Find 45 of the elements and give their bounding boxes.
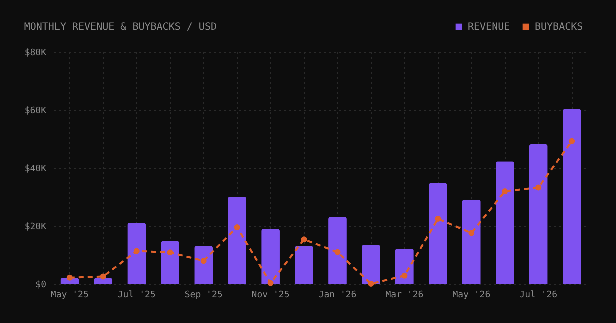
bar [128,223,146,284]
point [468,230,475,236]
point [402,272,408,279]
y-tick-label: $20K [24,222,48,232]
bar [328,217,347,284]
bar [496,162,514,284]
x-tick-label: Nov '25 [252,290,290,300]
point [268,280,274,286]
point [435,216,442,222]
bar [562,109,582,284]
point [569,138,576,144]
x-tick-label: Jul '25 [118,290,156,300]
x-tick-label: Sep '25 [184,290,223,300]
y-tick-label: $40K [24,164,48,174]
point [301,236,308,243]
x-tick-label: Mar '26 [386,290,424,300]
point [234,224,240,230]
point [536,184,542,191]
point [66,274,73,281]
y-tick-label: $80K [24,48,48,58]
x-tick-label: May '26 [452,290,491,300]
bar [295,246,314,284]
bar [228,197,247,284]
bar [428,183,448,284]
x-tick-label: Jul '26 [520,290,558,300]
bar [194,246,214,284]
point [100,274,106,280]
point [368,281,374,287]
point [167,250,174,256]
x-tick-label: Jan '26 [318,290,357,300]
bar [395,248,414,284]
bar [262,229,280,284]
chart-title: MONTHLY REVENUE & BUYBACKS / USD [24,22,217,33]
y-tick-label: $0 [36,280,46,290]
x-tick-label: May '25 [50,290,89,300]
bar [529,144,548,284]
point [502,188,508,194]
bar [161,241,180,284]
y-tick-label: $60K [24,106,48,116]
point [334,249,341,256]
legend-label: BUYBACKS [535,22,584,33]
point [134,248,140,254]
bar [462,200,481,284]
point [200,258,207,264]
legend-label: REVENUE [468,22,510,33]
